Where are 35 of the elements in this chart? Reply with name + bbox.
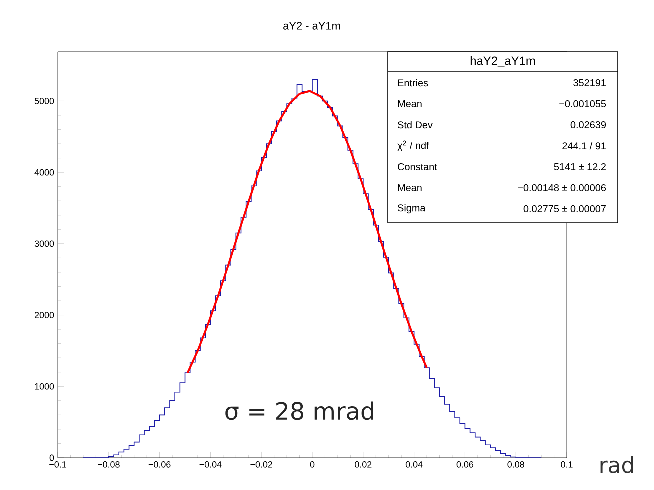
annotation: σ = 28 mrad: [226, 402, 374, 420]
annotation: haY2_aY1m: [470, 56, 536, 68]
x-tick-label: 0.04: [406, 462, 423, 468]
chart-title: aY2 - aY1m: [284, 22, 340, 30]
annotation: Mean: [398, 184, 422, 192]
annotation: −0.001055: [560, 100, 606, 108]
x-tick-label: −0.08: [98, 462, 120, 468]
annotation: Entries: [398, 79, 428, 87]
x-tick-label: 0: [310, 462, 315, 468]
annotation: 0.02775 ± 0.00007: [524, 205, 606, 213]
annotation: Mean: [398, 100, 422, 108]
annotation: 5141 ± 12.2: [554, 163, 606, 171]
x-tick-label: 0.08: [508, 462, 524, 468]
x-axis-title: rad: [600, 456, 634, 474]
annotation: Sigma: [398, 204, 426, 214]
annotation: Std Dev: [398, 121, 433, 129]
text: 0.02639: [570, 121, 606, 129]
y-tick-label: 0: [50, 454, 54, 462]
y-tick-label: 2000: [34, 312, 54, 318]
x-tick-label: 0.1: [561, 462, 573, 468]
x-tick-label: 0.02: [355, 462, 372, 468]
annotation: χ$^{2}$ / ndf: [398, 140, 430, 152]
text: 352191: [574, 79, 606, 87]
x-tick-label: −0.04: [200, 462, 222, 468]
y-tick-label: 3000: [34, 240, 54, 248]
x-tick-label: −0.1: [50, 462, 66, 468]
y-tick-label: 4000: [34, 169, 54, 176]
annotation: Constant: [398, 163, 438, 171]
annotation: 244.1 / 91: [562, 142, 606, 150]
y-tick-label: 1000: [35, 383, 54, 390]
y-tick-label: 5000: [34, 98, 54, 104]
annotation: −0.00148 ± 0.00006: [518, 184, 606, 192]
x-tick-label: −0.02: [250, 462, 272, 468]
x-tick-label: −0.06: [148, 462, 171, 468]
x-tick-label: 0.06: [456, 462, 474, 468]
